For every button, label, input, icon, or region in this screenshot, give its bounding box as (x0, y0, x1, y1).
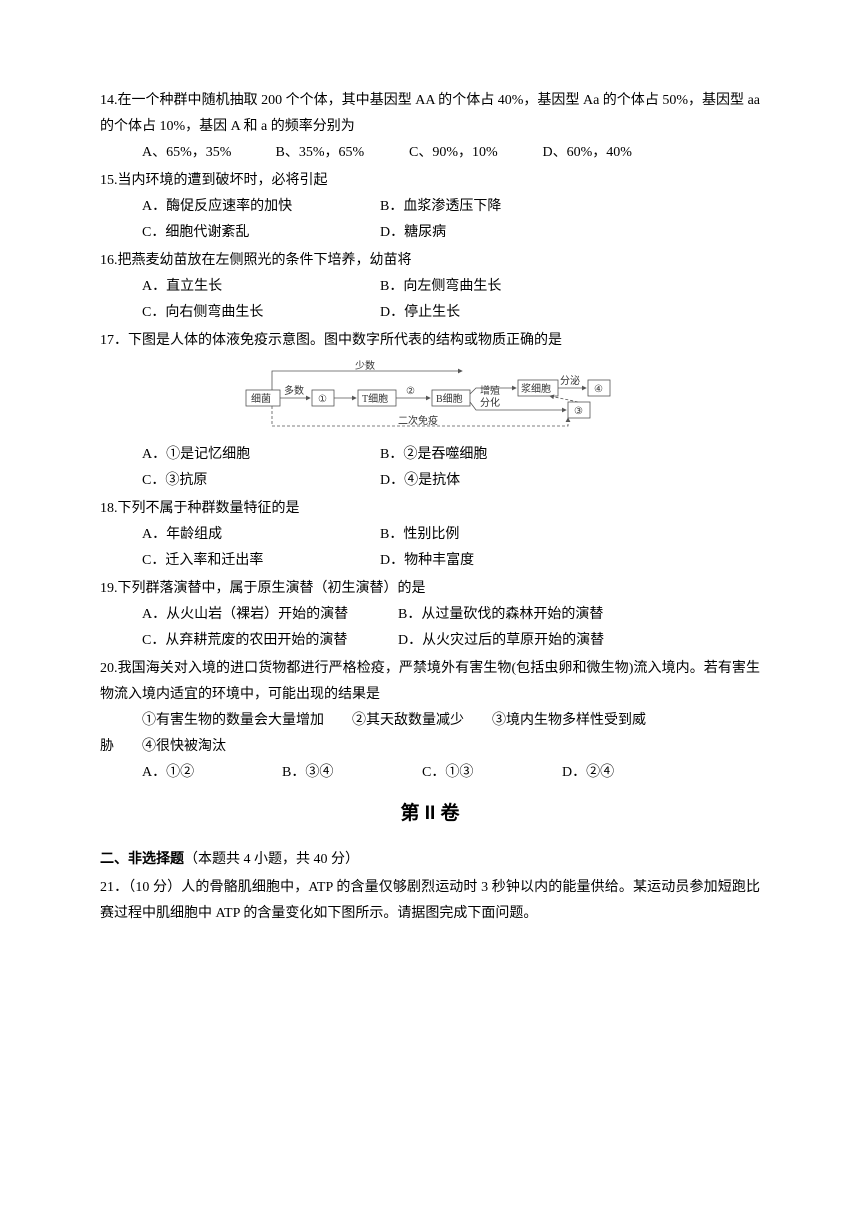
q18-stem: 18.下列不属于种群数量特征的是 (100, 496, 760, 522)
q16-options-row1: A．直立生长 B．向左侧弯曲生长 (100, 274, 760, 300)
q19-opt-a: A．从火山岩（裸岩）开始的演替 (142, 602, 398, 628)
q18-opt-b: B．性别比例 (380, 522, 459, 548)
q15-opt-d: D．糖尿病 (380, 220, 446, 246)
q20-opt-c: C．①③ (422, 760, 562, 786)
q14-opt-d: D、60%，40% (543, 140, 632, 166)
q15-options-row2: C．细胞代谢紊乱 D．糖尿病 (100, 220, 760, 246)
q14-opt-b: B、35%，65% (276, 140, 406, 166)
q15-stem: 15.当内环境的遭到破坏时，必将引起 (100, 168, 760, 194)
q14-opt-c: C、90%，10% (409, 140, 539, 166)
label-diff: 分化 (480, 396, 500, 409)
q17-opt-a: A．①是记忆细胞 (142, 442, 380, 468)
label-secrete: 分泌 (560, 374, 580, 387)
label-few: 少数 (355, 360, 375, 372)
q18-opt-d: D．物种丰富度 (380, 548, 474, 574)
question-17: 17．下图是人体的体液免疫示意图。图中数字所代表的结构或物质正确的是 少数 细菌… (100, 328, 760, 494)
q18-options-row1: A．年龄组成 B．性别比例 (100, 522, 760, 548)
q20-stem: 20.我国海关对入境的进口货物都进行严格检疫，严禁境外有害生物(包括虫卵和微生物… (100, 656, 760, 708)
q14-stem: 14.在一个种群中随机抽取 200 个个体，其中基因型 AA 的个体占 40%，… (100, 88, 760, 140)
q15-opt-a: A．酶促反应速率的加快 (142, 194, 380, 220)
node-bacteria: 细菌 (251, 392, 271, 405)
node-2: ② (406, 386, 415, 397)
question-14: 14.在一个种群中随机抽取 200 个个体，其中基因型 AA 的个体占 40%，… (100, 88, 760, 166)
section-2-title: 第 II 卷 (100, 798, 760, 825)
label-secondary: 二次免疫 (398, 414, 438, 427)
question-21: 21．（10 分）人的骨骼肌细胞中，ATP 的含量仅够剧烈运动时 3 秒钟以内的… (100, 875, 760, 927)
q15-opt-b: B．血浆渗透压下降 (380, 194, 501, 220)
q16-options-row2: C．向右侧弯曲生长 D．停止生长 (100, 300, 760, 326)
q17-stem: 17．下图是人体的体液免疫示意图。图中数字所代表的结构或物质正确的是 (100, 328, 760, 354)
q15-opt-c: C．细胞代谢紊乱 (142, 220, 380, 246)
question-19: 19.下列群落演替中，属于原生演替（初生演替）的是 A．从火山岩（裸岩）开始的演… (100, 576, 760, 654)
question-15: 15.当内环境的遭到破坏时，必将引起 A．酶促反应速率的加快 B．血浆渗透压下降… (100, 168, 760, 246)
q19-opt-b: B．从过量砍伐的森林开始的演替 (398, 602, 603, 628)
q21-stem: 21．（10 分）人的骨骼肌细胞中，ATP 的含量仅够剧烈运动时 3 秒钟以内的… (100, 875, 760, 927)
q18-opt-c: C．迁入率和迁出率 (142, 548, 380, 574)
label-prolif: 增殖 (480, 384, 500, 397)
q16-stem: 16.把燕麦幼苗放在左侧照光的条件下培养，幼苗将 (100, 248, 760, 274)
q19-opt-d: D．从火灾过后的草原开始的演替 (398, 628, 604, 654)
q18-options-row2: C．迁入率和迁出率 D．物种丰富度 (100, 548, 760, 574)
q19-stem: 19.下列群落演替中，属于原生演替（初生演替）的是 (100, 576, 760, 602)
label-many: 多数 (284, 384, 304, 397)
q19-options-row2: C．从弃耕荒废的农田开始的演替 D．从火灾过后的草原开始的演替 (100, 628, 760, 654)
q14-opt-a: A、65%，35% (142, 140, 272, 166)
q16-opt-d: D．停止生长 (380, 300, 460, 326)
q20-statements-1: ①有害生物的数量会大量增加 ②其天敌数量减少 ③境内生物多样性受到威 (100, 708, 760, 734)
node-jiangcell: 浆细胞 (521, 382, 551, 395)
question-16: 16.把燕麦幼苗放在左侧照光的条件下培养，幼苗将 A．直立生长 B．向左侧弯曲生… (100, 248, 760, 326)
q17-opt-b: B．②是吞噬细胞 (380, 442, 487, 468)
q17-options-row1: A．①是记忆细胞 B．②是吞噬细胞 (100, 442, 760, 468)
node-1: ① (318, 394, 327, 405)
q16-opt-b: B．向左侧弯曲生长 (380, 274, 501, 300)
part2-heading: 二、非选择题（本题共 4 小题，共 40 分） (100, 847, 760, 873)
q17-opt-c: C．③抗原 (142, 468, 380, 494)
q20-opt-d: D．②④ (562, 760, 702, 786)
question-18: 18.下列不属于种群数量特征的是 A．年龄组成 B．性别比例 C．迁入率和迁出率… (100, 496, 760, 574)
q16-opt-c: C．向右侧弯曲生长 (142, 300, 380, 326)
q20-opt-b: B．③④ (282, 760, 422, 786)
node-tcell: T细胞 (362, 392, 388, 405)
q20-opt-a: A．①② (142, 760, 282, 786)
q18-opt-a: A．年龄组成 (142, 522, 380, 548)
immune-diagram-svg: 少数 细菌 多数 ① T细胞 ② B细胞 增殖 (240, 360, 620, 438)
q20-statements-2: 胁 ④很快被淘汰 (100, 734, 760, 760)
node-4: ④ (594, 384, 603, 395)
q16-opt-a: A．直立生长 (142, 274, 380, 300)
part2-heading-rest: （本题共 4 小题，共 40 分） (184, 852, 359, 867)
q17-opt-d: D．④是抗体 (380, 468, 460, 494)
part2-heading-bold: 二、非选择题 (100, 852, 184, 867)
node-bcell: B细胞 (436, 392, 463, 405)
q20-options: A．①② B．③④ C．①③ D．②④ (100, 760, 760, 786)
q19-options-row1: A．从火山岩（裸岩）开始的演替 B．从过量砍伐的森林开始的演替 (100, 602, 760, 628)
node-3: ③ (574, 406, 583, 417)
question-20: 20.我国海关对入境的进口货物都进行严格检疫，严禁境外有害生物(包括虫卵和微生物… (100, 656, 760, 786)
q19-opt-c: C．从弃耕荒废的农田开始的演替 (142, 628, 398, 654)
q17-options-row2: C．③抗原 D．④是抗体 (100, 468, 760, 494)
q14-options: A、65%，35% B、35%，65% C、90%，10% D、60%，40% (100, 140, 760, 166)
q17-diagram: 少数 细菌 多数 ① T细胞 ② B细胞 增殖 (100, 360, 760, 438)
q15-options-row1: A．酶促反应速率的加快 B．血浆渗透压下降 (100, 194, 760, 220)
